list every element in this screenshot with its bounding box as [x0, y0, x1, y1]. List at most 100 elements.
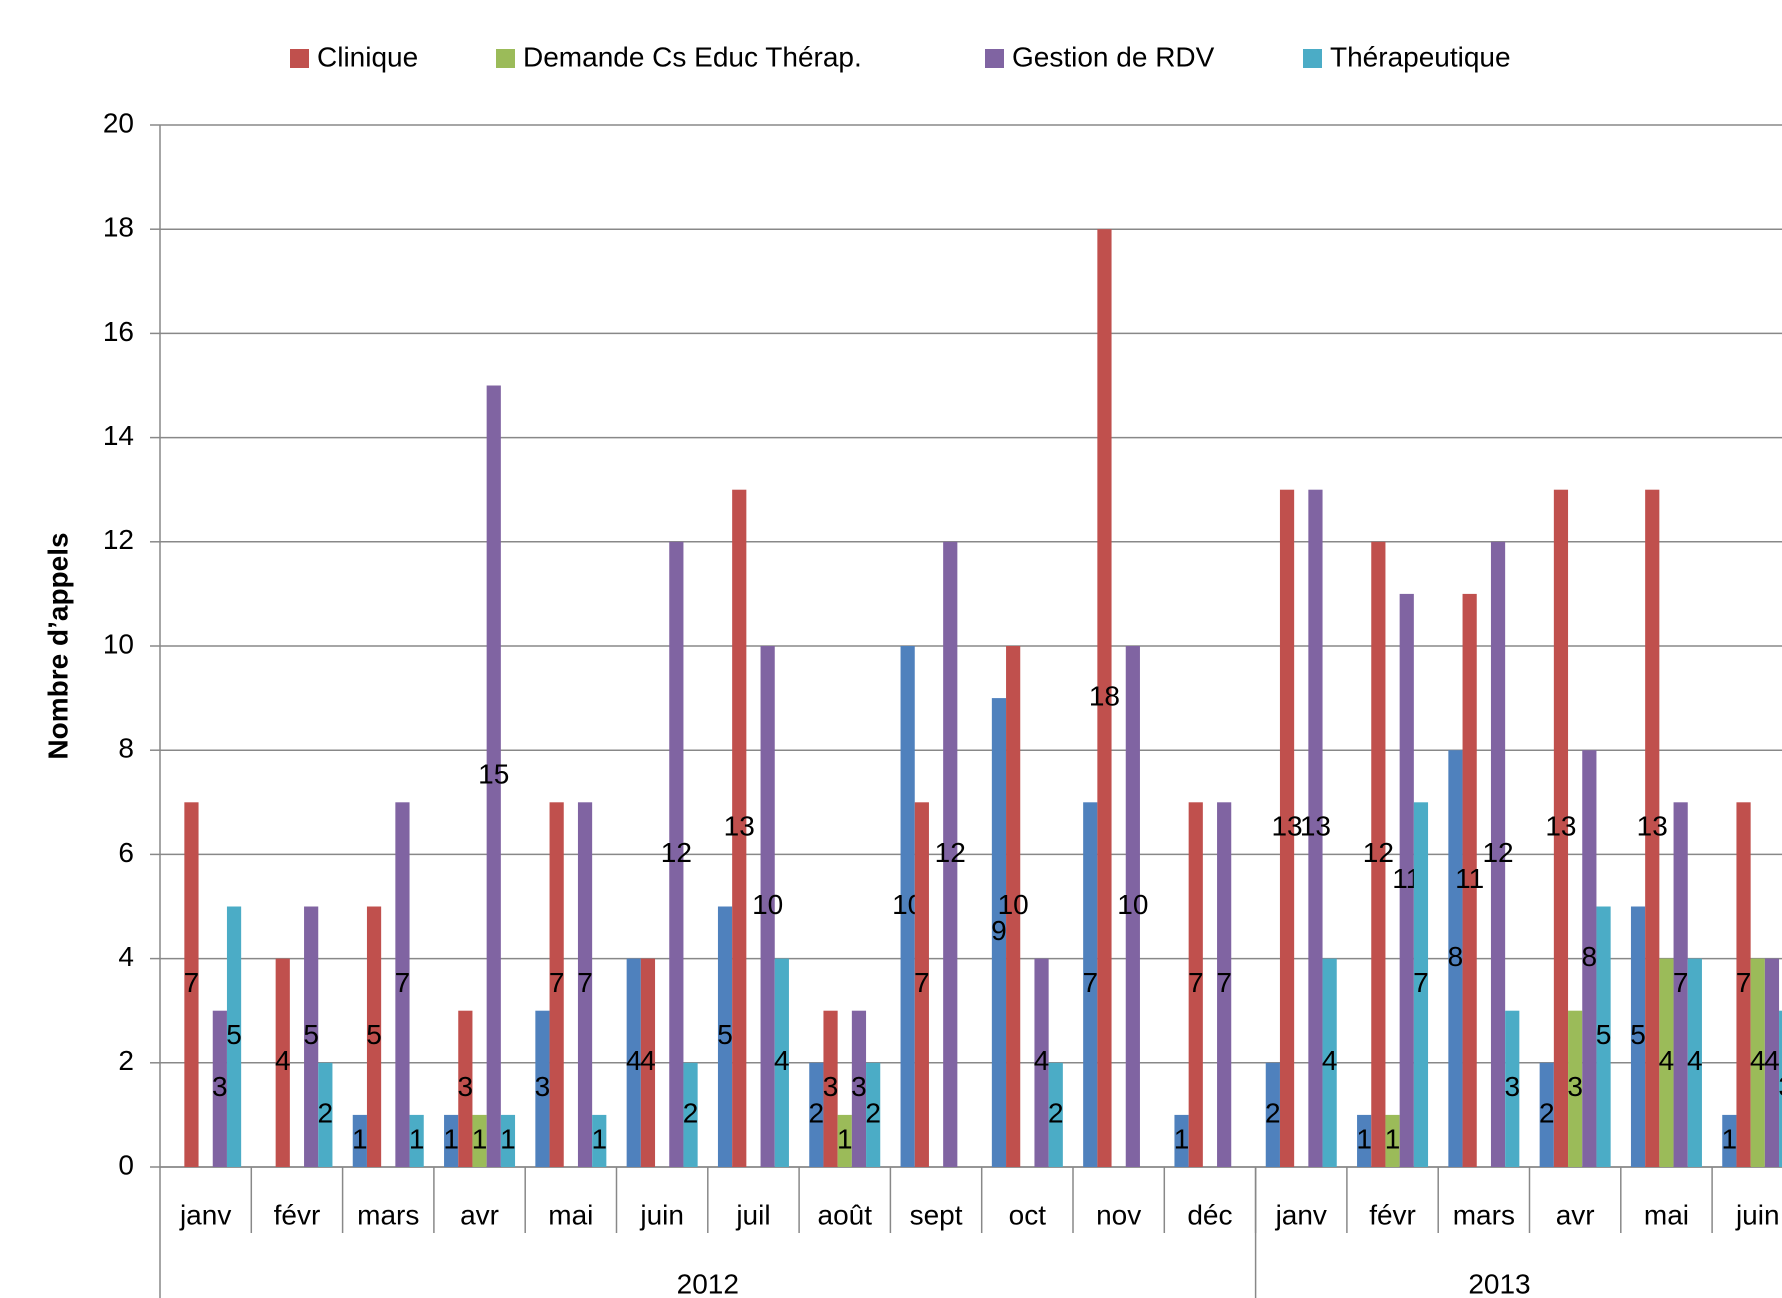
y-tick-label: 8 — [118, 733, 134, 764]
bar — [943, 541, 958, 1167]
bar — [683, 1062, 698, 1167]
bar — [774, 958, 789, 1167]
bar — [226, 906, 242, 1167]
data-label: 15 — [478, 759, 509, 790]
bar — [669, 541, 684, 1167]
legend-swatch — [985, 49, 1004, 68]
y-tick-label: 12 — [103, 524, 134, 555]
data-label: 4 — [1687, 1045, 1703, 1076]
data-label: 12 — [935, 837, 966, 868]
data-label: 3 — [212, 1071, 228, 1102]
bar — [851, 1010, 867, 1167]
bar — [500, 1114, 516, 1167]
bar — [760, 646, 775, 1167]
x-tick-label: mars — [357, 1199, 419, 1230]
data-label: 4 — [626, 1045, 642, 1076]
bar — [184, 802, 199, 1167]
bar — [1048, 1062, 1063, 1167]
data-label: 2 — [865, 1097, 881, 1128]
bar — [1645, 489, 1660, 1167]
x-tick-label: févr — [1369, 1199, 1416, 1230]
bar — [444, 1114, 459, 1167]
bar — [1490, 541, 1506, 1167]
bar — [1596, 906, 1611, 1167]
bar — [1371, 541, 1386, 1167]
bar — [318, 1062, 333, 1167]
data-label: 13 — [724, 811, 755, 842]
legend-swatch — [290, 49, 309, 68]
x-tick-label: oct — [1009, 1199, 1047, 1230]
data-label: 5 — [1630, 1019, 1646, 1050]
legend-swatch — [496, 49, 515, 68]
data-label: 13 — [1271, 811, 1302, 842]
bar — [1462, 593, 1477, 1167]
data-label: 4 — [1659, 1045, 1675, 1076]
x-tick-label: juil — [735, 1199, 770, 1230]
legend-label: Clinique — [317, 41, 418, 72]
data-label: 11 — [1455, 863, 1484, 894]
data-label: 4 — [1034, 1045, 1050, 1076]
bar — [1505, 1010, 1520, 1167]
data-label: 1 — [1174, 1123, 1190, 1154]
data-label: 4 — [1764, 1045, 1780, 1076]
bar — [640, 958, 656, 1167]
bar — [1582, 750, 1597, 1167]
bar — [304, 906, 319, 1167]
x-tick-label: juin — [1735, 1199, 1780, 1230]
data-label: 3 — [851, 1071, 867, 1102]
x-tick-label: mai — [1644, 1199, 1689, 1230]
data-label: 7 — [1216, 967, 1232, 998]
data-label: 1 — [472, 1123, 488, 1154]
x-tick-label: août — [818, 1199, 873, 1230]
data-label: 13 — [1545, 811, 1576, 842]
bar — [212, 1010, 227, 1167]
data-label: 1 — [837, 1123, 853, 1154]
x-tick-label: déc — [1187, 1199, 1232, 1230]
bar — [809, 1062, 824, 1167]
data-label: 13 — [1300, 811, 1331, 842]
y-tick-label: 6 — [118, 837, 134, 868]
bar — [472, 1114, 487, 1167]
bar — [1399, 593, 1414, 1167]
bar — [1034, 958, 1049, 1167]
bar — [1385, 1114, 1400, 1167]
x-tick-label: avr — [460, 1199, 499, 1230]
data-label: 7 — [184, 967, 200, 998]
data-label: 4 — [275, 1045, 291, 1076]
data-label: 8 — [1448, 941, 1464, 972]
bar — [1357, 1114, 1372, 1167]
legend-label: Demande Cs Educ Thérap. — [523, 41, 862, 72]
bar — [1687, 958, 1702, 1167]
bar — [1539, 1062, 1554, 1167]
bar — [866, 1062, 881, 1167]
bar — [823, 1010, 838, 1167]
bar — [486, 385, 501, 1167]
legend-label: Gestion de RDV — [1012, 41, 1215, 72]
bar — [352, 1114, 367, 1167]
data-label: 9 — [991, 915, 1007, 946]
bar — [549, 802, 564, 1167]
x-tick-label: mai — [548, 1199, 593, 1230]
data-label: 7 — [1413, 967, 1429, 998]
data-label: 3 — [535, 1071, 551, 1102]
x-group-label: 2013 — [1468, 1268, 1530, 1298]
bar — [732, 489, 747, 1167]
bar — [1322, 958, 1337, 1167]
x-tick-label: mars — [1453, 1199, 1515, 1230]
bar — [900, 646, 915, 1167]
data-label: 13 — [1637, 811, 1668, 842]
bar — [1188, 802, 1203, 1167]
data-label: 5 — [366, 1019, 382, 1050]
bar — [914, 802, 929, 1167]
data-label: 10 — [998, 889, 1029, 920]
y-tick-label: 4 — [118, 941, 134, 972]
y-tick-label: 18 — [103, 212, 134, 243]
y-tick-label: 16 — [103, 316, 134, 347]
bar — [1006, 646, 1021, 1167]
data-label: 7 — [395, 967, 411, 998]
bar — [1722, 1114, 1737, 1167]
data-label: 4 — [1750, 1045, 1766, 1076]
data-label: 7 — [1082, 967, 1098, 998]
data-label: 4 — [774, 1045, 790, 1076]
